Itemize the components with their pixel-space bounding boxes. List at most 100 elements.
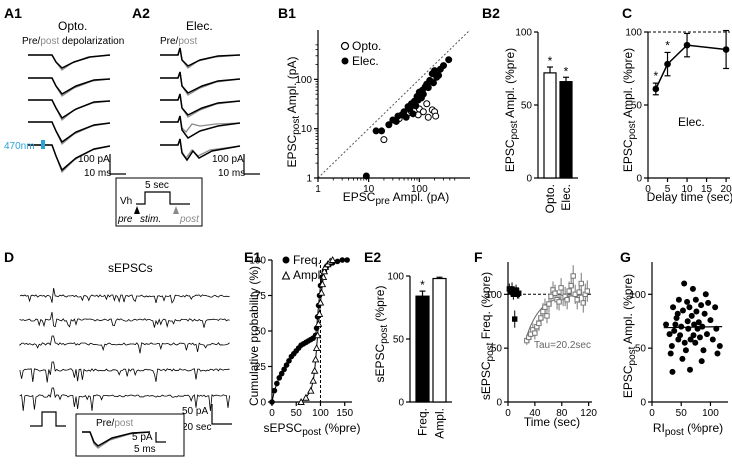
e1-y-tick-label: 25 bbox=[255, 362, 267, 373]
e1-freq-point bbox=[274, 380, 280, 387]
e1-ampl-point bbox=[307, 386, 315, 394]
e1-ampl-point bbox=[313, 331, 322, 339]
panel-a2: A2 Elec. Pre/post 100 pA 10 ms 5 sec Vh … bbox=[115, 5, 260, 227]
g-point bbox=[679, 307, 686, 314]
d-inset-trace-pre bbox=[82, 431, 151, 447]
a2-trace-pre-3 bbox=[160, 93, 241, 116]
b1-plot: 1 10 100 1 10 100 bbox=[295, 29, 471, 195]
b1-y-tick-label: 1 bbox=[306, 174, 312, 185]
c-x-tick-label: 0 bbox=[645, 184, 651, 195]
panel-label-b2: B2 bbox=[482, 5, 500, 21]
g-point bbox=[672, 321, 679, 328]
a2-scale-x: 10 ms bbox=[218, 168, 245, 179]
post-stim-arrow-icon bbox=[173, 206, 179, 214]
light-pulse-bar bbox=[41, 140, 45, 149]
a2-traces bbox=[160, 47, 241, 162]
e1-x-tick-label: 100 bbox=[312, 408, 329, 419]
a1-trace-post-4 bbox=[28, 121, 111, 146]
e1-x-tick-label: 0 bbox=[269, 408, 275, 419]
g-point bbox=[692, 339, 699, 346]
b1-point-opto bbox=[424, 113, 432, 121]
g-y-tick-label: 100 bbox=[629, 290, 646, 301]
g-plot: 0 50 100 0 50 100 bbox=[629, 262, 728, 419]
e1-y-tick-label: 75 bbox=[255, 291, 267, 302]
g-point bbox=[705, 299, 712, 306]
g-point bbox=[689, 285, 696, 292]
e1-y-tick-label: 50 bbox=[255, 327, 267, 338]
g-point bbox=[684, 318, 691, 325]
c-point bbox=[683, 41, 691, 49]
g-point bbox=[691, 321, 698, 328]
b1-legend-opto: Opto. bbox=[352, 39, 381, 53]
c-y-axis-label: EPSCpost Ampl. (%pre) bbox=[621, 48, 638, 172]
e1-ampl-point bbox=[317, 288, 326, 296]
f-x-axis-label: Time (sec) bbox=[524, 415, 580, 429]
panel-g: G EPSCpost Ampl. (%pre) RIpost (%pre) 0 5… bbox=[620, 249, 728, 438]
e2-y-tick-label: 100 bbox=[387, 272, 404, 283]
protocol-post: post bbox=[179, 214, 200, 225]
b1-x-axis-label: EPSCpre Ampl. (pA) bbox=[343, 190, 450, 207]
b2-category-label: Opto. bbox=[543, 184, 557, 213]
a2-title: Elec. bbox=[186, 19, 213, 33]
b1-point-elec bbox=[362, 172, 370, 180]
g-point bbox=[698, 302, 705, 309]
e1-ampl-point bbox=[328, 256, 337, 263]
b1-legend-open-marker bbox=[340, 41, 350, 51]
c-x-tick-label: 20 bbox=[721, 184, 732, 195]
b2-y-axis-label: EPSCpost Ampl. (%pre) bbox=[503, 48, 520, 172]
g-point bbox=[678, 323, 685, 330]
b1-point-opto bbox=[432, 112, 440, 120]
d-trace-4 bbox=[19, 361, 230, 383]
d-scale-y: 50 pA bbox=[182, 406, 208, 417]
c-point bbox=[664, 60, 671, 68]
g-point bbox=[700, 347, 707, 354]
a1-scale-y: 100 pA bbox=[78, 154, 110, 165]
e1-ampl-point bbox=[302, 393, 310, 401]
panel-label-f: F bbox=[474, 249, 483, 265]
a2-subtitle: Pre/post bbox=[160, 36, 197, 47]
b2-bar-0 bbox=[543, 72, 557, 179]
g-point bbox=[702, 291, 709, 298]
b1-point-elec bbox=[412, 102, 420, 110]
a1-trace-pre-3 bbox=[28, 99, 111, 120]
g-x-axis-label: RIpost (%pre) bbox=[653, 421, 723, 438]
g-point bbox=[668, 343, 675, 349]
c-series-line bbox=[655, 44, 727, 90]
pre-stim-arrow-icon bbox=[134, 206, 140, 214]
c-axes bbox=[647, 32, 730, 179]
a2-trace-pre-5 bbox=[160, 138, 241, 162]
g-point bbox=[682, 347, 689, 354]
g-point bbox=[688, 312, 695, 319]
g-point bbox=[684, 298, 691, 305]
e1-y-axis-label: Cumulative probability (%) bbox=[247, 266, 261, 406]
panel-label-a2: A2 bbox=[132, 5, 150, 21]
a2-trace-post-2 bbox=[160, 71, 241, 96]
a1-trace-post-2 bbox=[28, 77, 111, 97]
f-x-tick-label: 120 bbox=[580, 408, 597, 419]
d-protocol-step bbox=[30, 411, 66, 427]
panel-label-b1: B1 bbox=[278, 5, 296, 21]
e1-ampl-point bbox=[312, 344, 321, 351]
f-y-tick-label: 100 bbox=[485, 290, 502, 301]
g-point bbox=[687, 366, 693, 373]
a1-trace-pre-4 bbox=[28, 121, 111, 144]
a1-trace-pre-1 bbox=[28, 54, 111, 69]
e1-legend-open-marker bbox=[281, 270, 291, 280]
e1-x-tick-label: 50 bbox=[291, 408, 303, 419]
d-inset-title: Pre/post bbox=[96, 418, 133, 429]
b2-y-tick-label: 0 bbox=[526, 174, 532, 185]
e1-legend-filled-marker bbox=[282, 256, 290, 264]
e1-ampl-point bbox=[309, 376, 317, 384]
g-point bbox=[698, 358, 705, 365]
e1-ampl-point bbox=[314, 319, 323, 327]
f-x-tick-label: 40 bbox=[529, 408, 541, 419]
g-x-tick-label: 0 bbox=[649, 408, 655, 419]
b1-point-elec bbox=[402, 113, 410, 121]
g-point bbox=[712, 304, 719, 311]
e1-freq-point bbox=[339, 257, 346, 263]
e1-freq-point bbox=[276, 375, 283, 381]
g-point bbox=[714, 350, 721, 357]
g-point bbox=[666, 331, 673, 338]
protocol-duration: 5 sec bbox=[145, 180, 169, 191]
a2-trace-post-3 bbox=[160, 93, 241, 118]
